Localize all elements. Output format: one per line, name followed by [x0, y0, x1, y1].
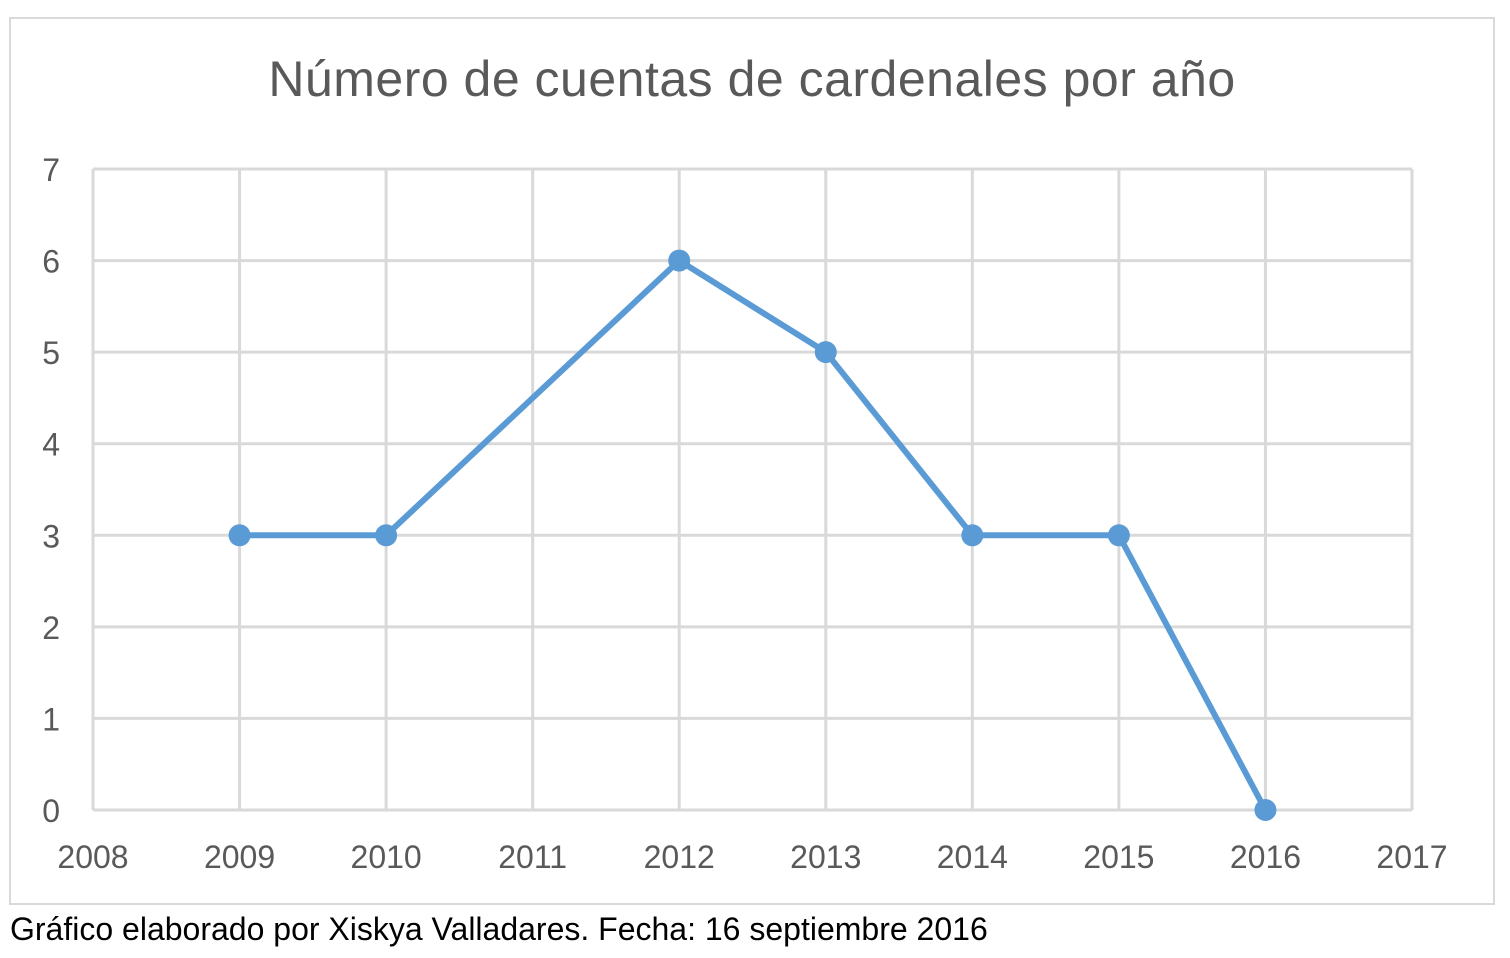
- data-point: [961, 524, 984, 547]
- data-point: [375, 524, 398, 547]
- x-axis-ticks: 2008 2009 2010 2011 2012 2013 2014 2015 2016 2017: [57, 839, 1447, 875]
- data-point: [814, 341, 837, 364]
- y-tick-label: 2: [42, 610, 60, 646]
- x-tick-label: 2015: [1083, 839, 1154, 875]
- x-tick-label: 2014: [937, 839, 1008, 875]
- gridlines: [91, 167, 1414, 812]
- y-tick-label: 1: [42, 701, 60, 737]
- x-tick-label: 2010: [351, 839, 422, 875]
- y-tick-label: 4: [42, 427, 60, 463]
- y-axis-ticks: 0 1 2 3 4 5 6 7: [42, 152, 60, 829]
- chart-frame: [9, 17, 1495, 905]
- x-tick-label: 2013: [790, 839, 861, 875]
- x-tick-label: 2008: [57, 839, 128, 875]
- x-tick-label: 2012: [644, 839, 715, 875]
- y-tick-label: 5: [42, 335, 60, 371]
- data-point: [1107, 524, 1130, 547]
- y-tick-label: 7: [42, 152, 60, 188]
- x-tick-label: 2016: [1230, 839, 1301, 875]
- caption: Gráfico elaborado por Xiskya Valladares.…: [10, 911, 988, 947]
- data-point: [668, 249, 691, 272]
- y-tick-label: 3: [42, 518, 60, 554]
- data-point: [1254, 799, 1277, 821]
- x-tick-label: 2017: [1376, 839, 1447, 875]
- chart-title: Número de cuentas de cardenales por año: [268, 51, 1236, 107]
- y-tick-label: 6: [42, 244, 60, 280]
- y-tick-label: 0: [42, 793, 60, 829]
- series-layer: [228, 249, 1277, 821]
- x-tick-label: 2009: [204, 839, 275, 875]
- data-point: [228, 524, 251, 547]
- x-tick-label: 2011: [498, 839, 567, 875]
